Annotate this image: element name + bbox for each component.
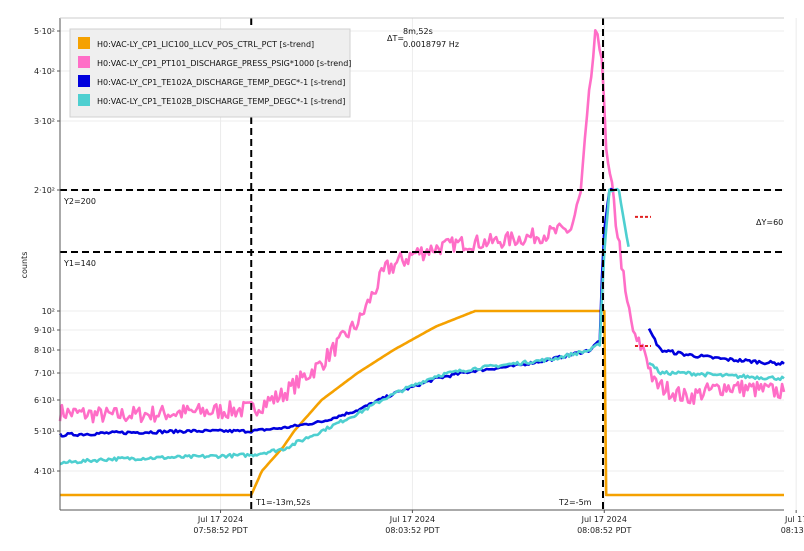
grid (60, 18, 797, 510)
legend-swatch (78, 37, 90, 49)
delta-t-prefix: ΔT= (387, 34, 404, 43)
legend-label: H0:VAC-LY_CP1_PT101_DISCHARGE_PRESS_PSIG… (97, 59, 351, 68)
y-tick-label: 4·10¹ (34, 467, 55, 476)
y-tick-label: 8·10¹ (34, 346, 55, 355)
legend-label: H0:VAC-LY_CP1_LIC100_LLCV_POS_CTRL_PCT [… (97, 40, 314, 49)
series-line (647, 328, 785, 367)
legend: H0:VAC-LY_CP1_LIC100_LLCV_POS_CTRL_PCT [… (69, 28, 351, 118)
y-tick-label: 4·10² (34, 67, 55, 76)
legend-item: H0:VAC-LY_CP1_TE102B_DISCHARGE_TEMP_DEGC… (78, 94, 345, 106)
y-tick-label: 5·10² (34, 27, 55, 36)
x-tick-label: 07:58:52 PDT (193, 526, 247, 535)
t1-label: T1=-13m,52s (255, 498, 310, 507)
y-axis-label: counts (20, 252, 29, 279)
legend-item: H0:VAC-LY_CP1_TE102A_DISCHARGE_TEMP_DEGC… (78, 75, 345, 87)
x-tick-date: Jul 17 2024 (389, 515, 435, 524)
x-tick-label: 08:03:52 PDT (385, 526, 439, 535)
y-tick-label: 6·10¹ (34, 396, 55, 405)
y-tick-label: 3·10² (34, 117, 55, 126)
delta-t-value: 8m,52s (403, 27, 433, 36)
legend-box (69, 28, 351, 118)
y1-label: Y1=140 (63, 259, 96, 268)
t2-label: T2=-5m (558, 498, 592, 507)
series-line (59, 187, 630, 466)
legend-item: H0:VAC-LY_CP1_PT101_DISCHARGE_PRESS_PSIG… (78, 56, 351, 68)
legend-swatch (78, 75, 90, 87)
series-layer (58, 29, 786, 497)
x-tick-label: 08:08:52 PDT (577, 526, 631, 535)
y-tick-label: 5·10¹ (34, 427, 55, 436)
x-tick-date: Jul 17 2024 (197, 515, 243, 524)
series-line (58, 29, 786, 424)
x-tick-date: Jul 17 2024 (581, 515, 627, 524)
y-tick-label: 9·10¹ (34, 326, 55, 335)
legend-swatch (78, 56, 90, 68)
x-axis: Jul 17 2024 07:58:52 PDT Jul 17 2024 08:03:… (193, 510, 804, 535)
series-line (648, 361, 785, 382)
y-tick-label: 10² (42, 307, 55, 316)
legend-swatch (78, 94, 90, 106)
series-line (60, 309, 784, 497)
delta-y-label: ΔY=60 (756, 218, 783, 227)
legend-label: H0:VAC-LY_CP1_TE102B_DISCHARGE_TEMP_DEGC… (97, 97, 345, 106)
y-tick-label: 2·10² (34, 186, 55, 195)
cursor-labels: T1=-13m,52s T2=-5m Y2=200 Y1=140 ΔT= 8m,… (63, 27, 783, 507)
x-tick-date: Jul 17 (784, 515, 804, 524)
x-tick-label: 08:13:5 (781, 526, 804, 535)
legend-item: H0:VAC-LY_CP1_LIC100_LLCV_POS_CTRL_PCT [… (78, 37, 314, 49)
y-tick-label: 7·10¹ (34, 369, 55, 378)
delta-t-frequency: 0.0018797 Hz (403, 40, 459, 49)
y2-label: Y2=200 (63, 197, 96, 206)
legend-label: H0:VAC-LY_CP1_TE102A_DISCHARGE_TEMP_DEGC… (97, 78, 345, 87)
y-axis: 4·10¹ 5·10¹ 6·10¹ 7·10¹ 8·10¹ 9·10¹ 10² 2·10² 3·… (34, 27, 60, 476)
